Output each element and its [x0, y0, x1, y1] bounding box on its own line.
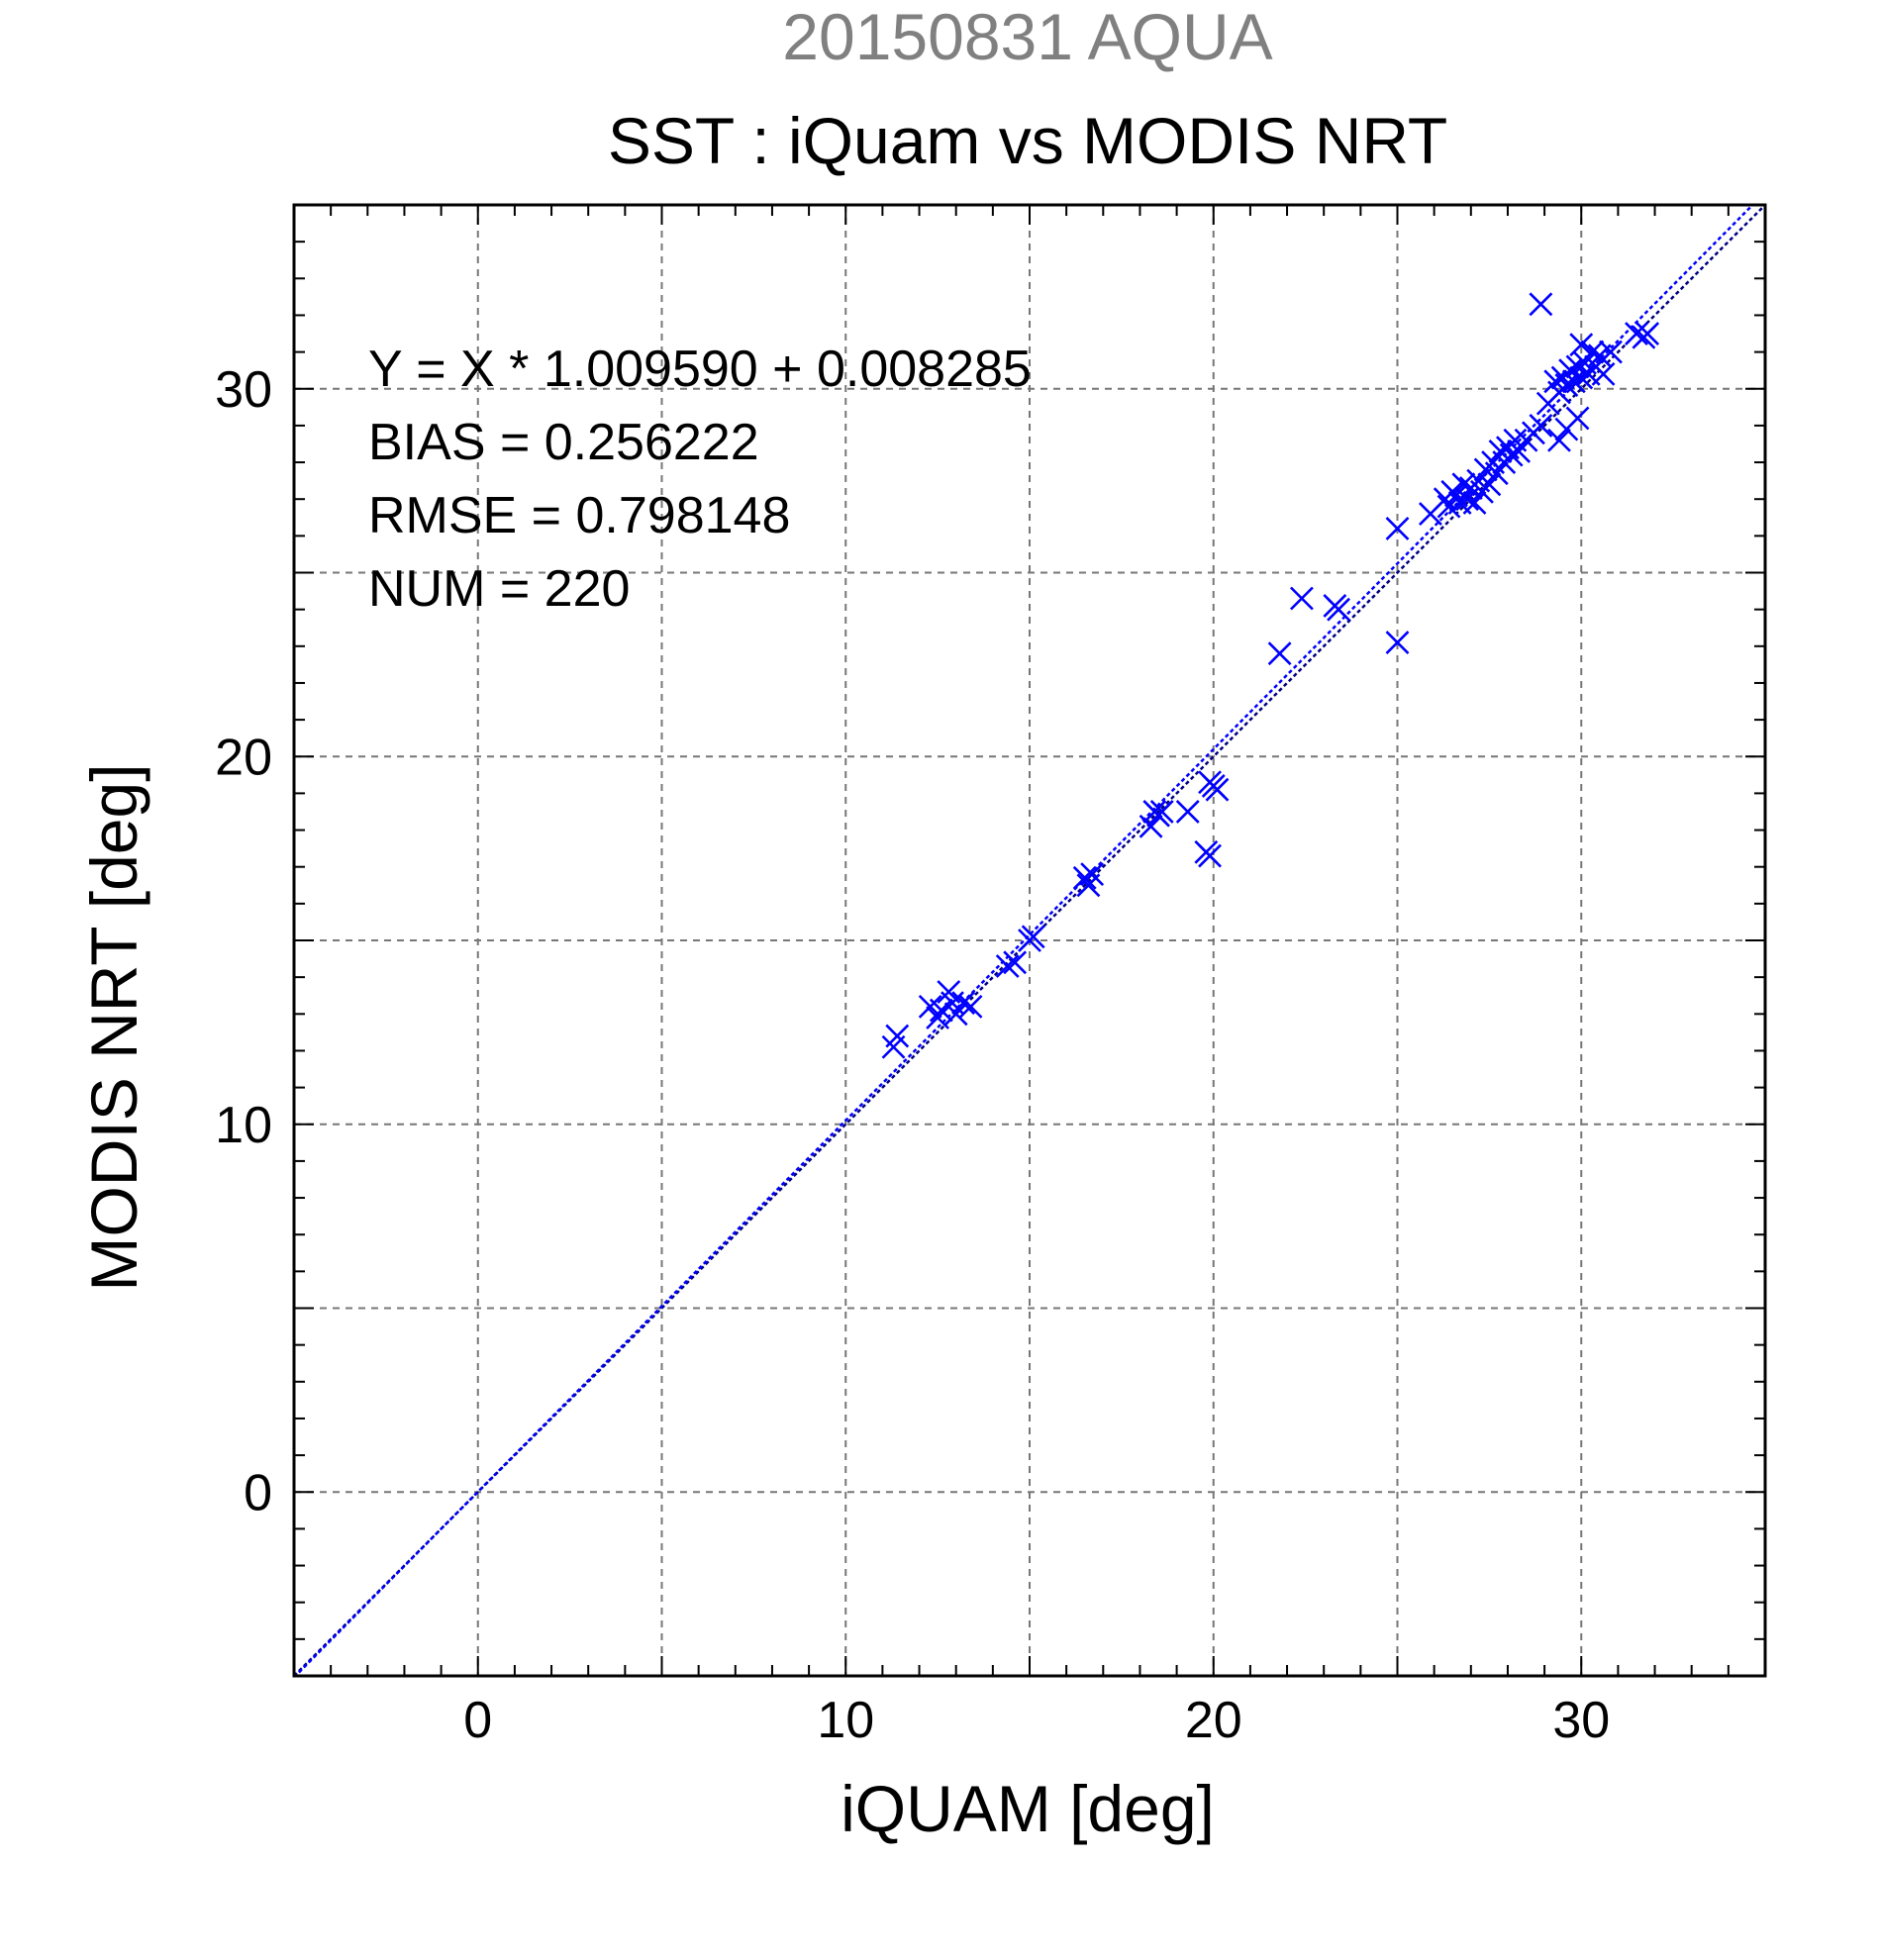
- regression-line: [294, 205, 1755, 1676]
- data-point: [1529, 413, 1553, 438]
- x-tick-label: 20: [1185, 1692, 1242, 1749]
- x-tick-label: 0: [463, 1692, 492, 1749]
- data-point: [1565, 406, 1590, 431]
- data-point: [1529, 292, 1553, 317]
- data-point: [1289, 586, 1314, 611]
- data-point: [1451, 472, 1476, 497]
- data-point: [1599, 340, 1623, 364]
- data-point: [1561, 369, 1586, 394]
- data-point: [1327, 597, 1350, 622]
- stats-fit-equation: Y = X * 1.009590 + 0.008285: [368, 341, 1032, 398]
- data-point: [1205, 777, 1230, 802]
- data-point: [958, 994, 983, 1019]
- data-point: [1507, 439, 1532, 463]
- y-tick-label: 0: [244, 1464, 272, 1521]
- data-point: [1003, 950, 1028, 975]
- data-point: [1175, 800, 1200, 824]
- data-point: [1591, 361, 1616, 386]
- data-point: [1484, 461, 1509, 486]
- data-point: [1477, 472, 1502, 497]
- chart-supertitle: 20150831 AQUA: [782, 0, 1272, 73]
- data-point: [1198, 843, 1222, 868]
- y-tick-label: 30: [215, 361, 272, 419]
- data-point: [1385, 631, 1410, 655]
- x-axis-label: iQUAM [deg]: [841, 1772, 1215, 1845]
- data-point: [929, 998, 953, 1023]
- statistics-annotation: Y = X * 1.009590 + 0.008285 BIAS = 0.256…: [368, 341, 1032, 618]
- data-point: [1149, 800, 1174, 824]
- stats-num: NUM = 220: [368, 560, 630, 618]
- data-point: [1385, 517, 1410, 540]
- data-point: [1547, 428, 1571, 452]
- data-point: [1267, 641, 1292, 666]
- y-tick-label: 20: [215, 729, 272, 786]
- data-point: [1021, 925, 1045, 949]
- data-point: [1635, 322, 1660, 345]
- plot-frame: [292, 203, 1767, 1678]
- plot-area: [294, 205, 1765, 1676]
- chart-title: SST : iQuam vs MODIS NRT: [608, 104, 1447, 177]
- data-point: [1080, 862, 1105, 887]
- data-point: [995, 954, 1020, 978]
- data-point: [943, 1002, 968, 1027]
- stats-bias: BIAS = 0.256222: [368, 414, 759, 471]
- data-point: [1569, 365, 1594, 390]
- data-point: [1569, 333, 1594, 357]
- data-point: [1625, 322, 1648, 345]
- data-point: [1580, 340, 1605, 364]
- y-tick-label: 10: [215, 1097, 272, 1154]
- x-tick-label: 10: [817, 1692, 874, 1749]
- data-point: [1554, 373, 1579, 397]
- data-point: [1072, 865, 1097, 890]
- data-point: [1462, 490, 1487, 515]
- data-point: [951, 991, 976, 1016]
- y-axis-label: MODIS NRT [deg]: [77, 763, 150, 1291]
- data-point: [885, 1024, 910, 1048]
- data-point: [1138, 814, 1163, 838]
- x-tick-label: 30: [1552, 1692, 1610, 1749]
- stats-rmse: RMSE = 0.798148: [368, 487, 790, 544]
